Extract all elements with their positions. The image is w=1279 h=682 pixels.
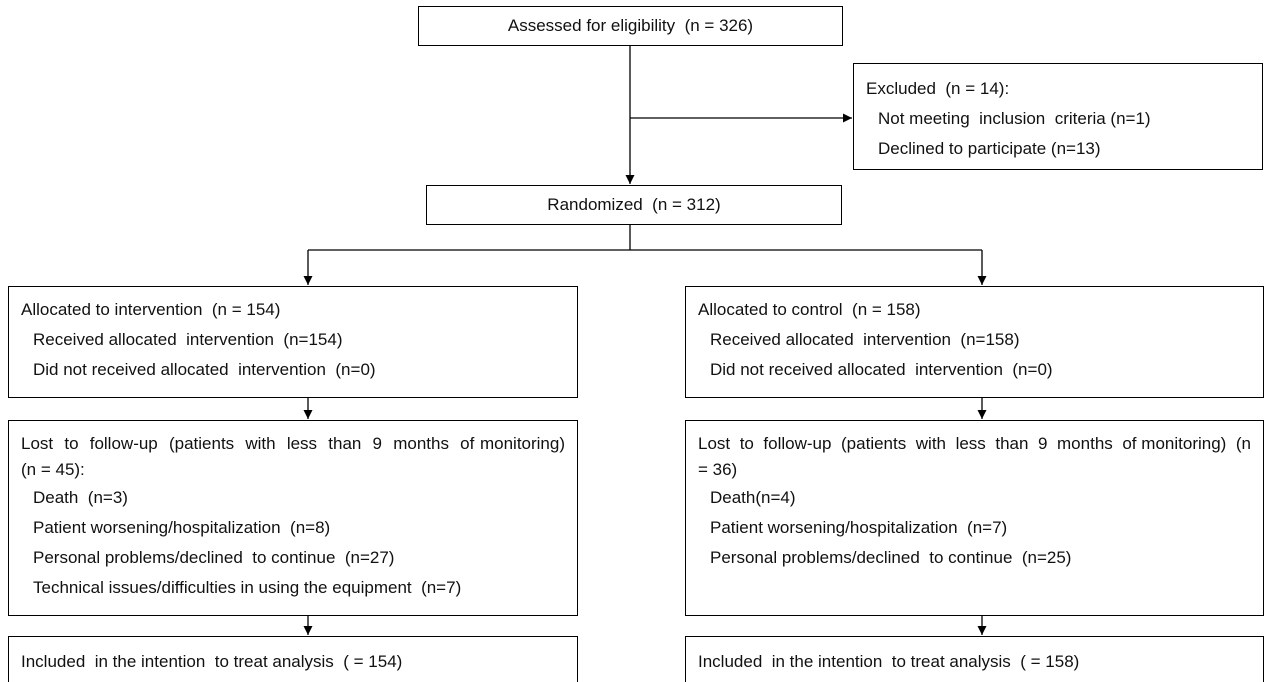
box: Included in the intention to treat analy… (8, 636, 578, 682)
box-title: Allocated to intervention (n = 154) (21, 300, 281, 319)
box-title: Lost to follow-up (patients with less th… (21, 434, 575, 479)
box-title: Assessed for eligibility (n = 326) (507, 16, 754, 35)
box-title: Included in the intention to treat analy… (698, 652, 1080, 671)
box: Lost to follow-up (patients with less th… (8, 420, 578, 616)
box-item: Death(n=4) (710, 488, 796, 507)
box: Excluded (n = 14): Not meeting inclusion … (853, 63, 1263, 170)
box-item: Patient worsening/hospitalization (n=8) (33, 518, 331, 537)
box-item: Technical issues/difficulties in using t… (33, 578, 462, 597)
box-item: Personal problems/declined to continue (… (33, 548, 395, 567)
box-item: Received allocated intervention (n=158) (710, 330, 1020, 349)
box-title: Allocated to control (n = 158) (698, 300, 921, 319)
box-item: Death (n=3) (33, 488, 128, 507)
box-title: Included in the intention to treat analy… (21, 652, 403, 671)
box-item: Patient worsening/hospitalization (n=7) (710, 518, 1008, 537)
box: Randomized (n = 312) (426, 185, 842, 225)
box-item: Declined to participate (n=13) (878, 139, 1101, 158)
box-title: Randomized (n = 312) (547, 195, 721, 214)
box-item: Did not received allocated intervention … (33, 360, 376, 379)
box: Lost to follow-up (patients with less th… (685, 420, 1264, 616)
box: Included in the intention to treat analy… (685, 636, 1264, 682)
box: Allocated to control (n = 158) Received a… (685, 286, 1264, 398)
box-item: Received allocated intervention (n=154) (33, 330, 343, 349)
box: Assessed for eligibility (n = 326) (418, 6, 843, 46)
box-item: Not meeting inclusion criteria (n=1) (878, 109, 1151, 128)
box: Allocated to intervention (n = 154) Recei… (8, 286, 578, 398)
box-item: Did not received allocated intervention … (710, 360, 1053, 379)
box-title: Excluded (n = 14): (866, 79, 1010, 98)
box-title: Lost to follow-up (patients with less th… (698, 434, 1256, 479)
box-item: Personal problems/declined to continue (… (710, 548, 1072, 567)
